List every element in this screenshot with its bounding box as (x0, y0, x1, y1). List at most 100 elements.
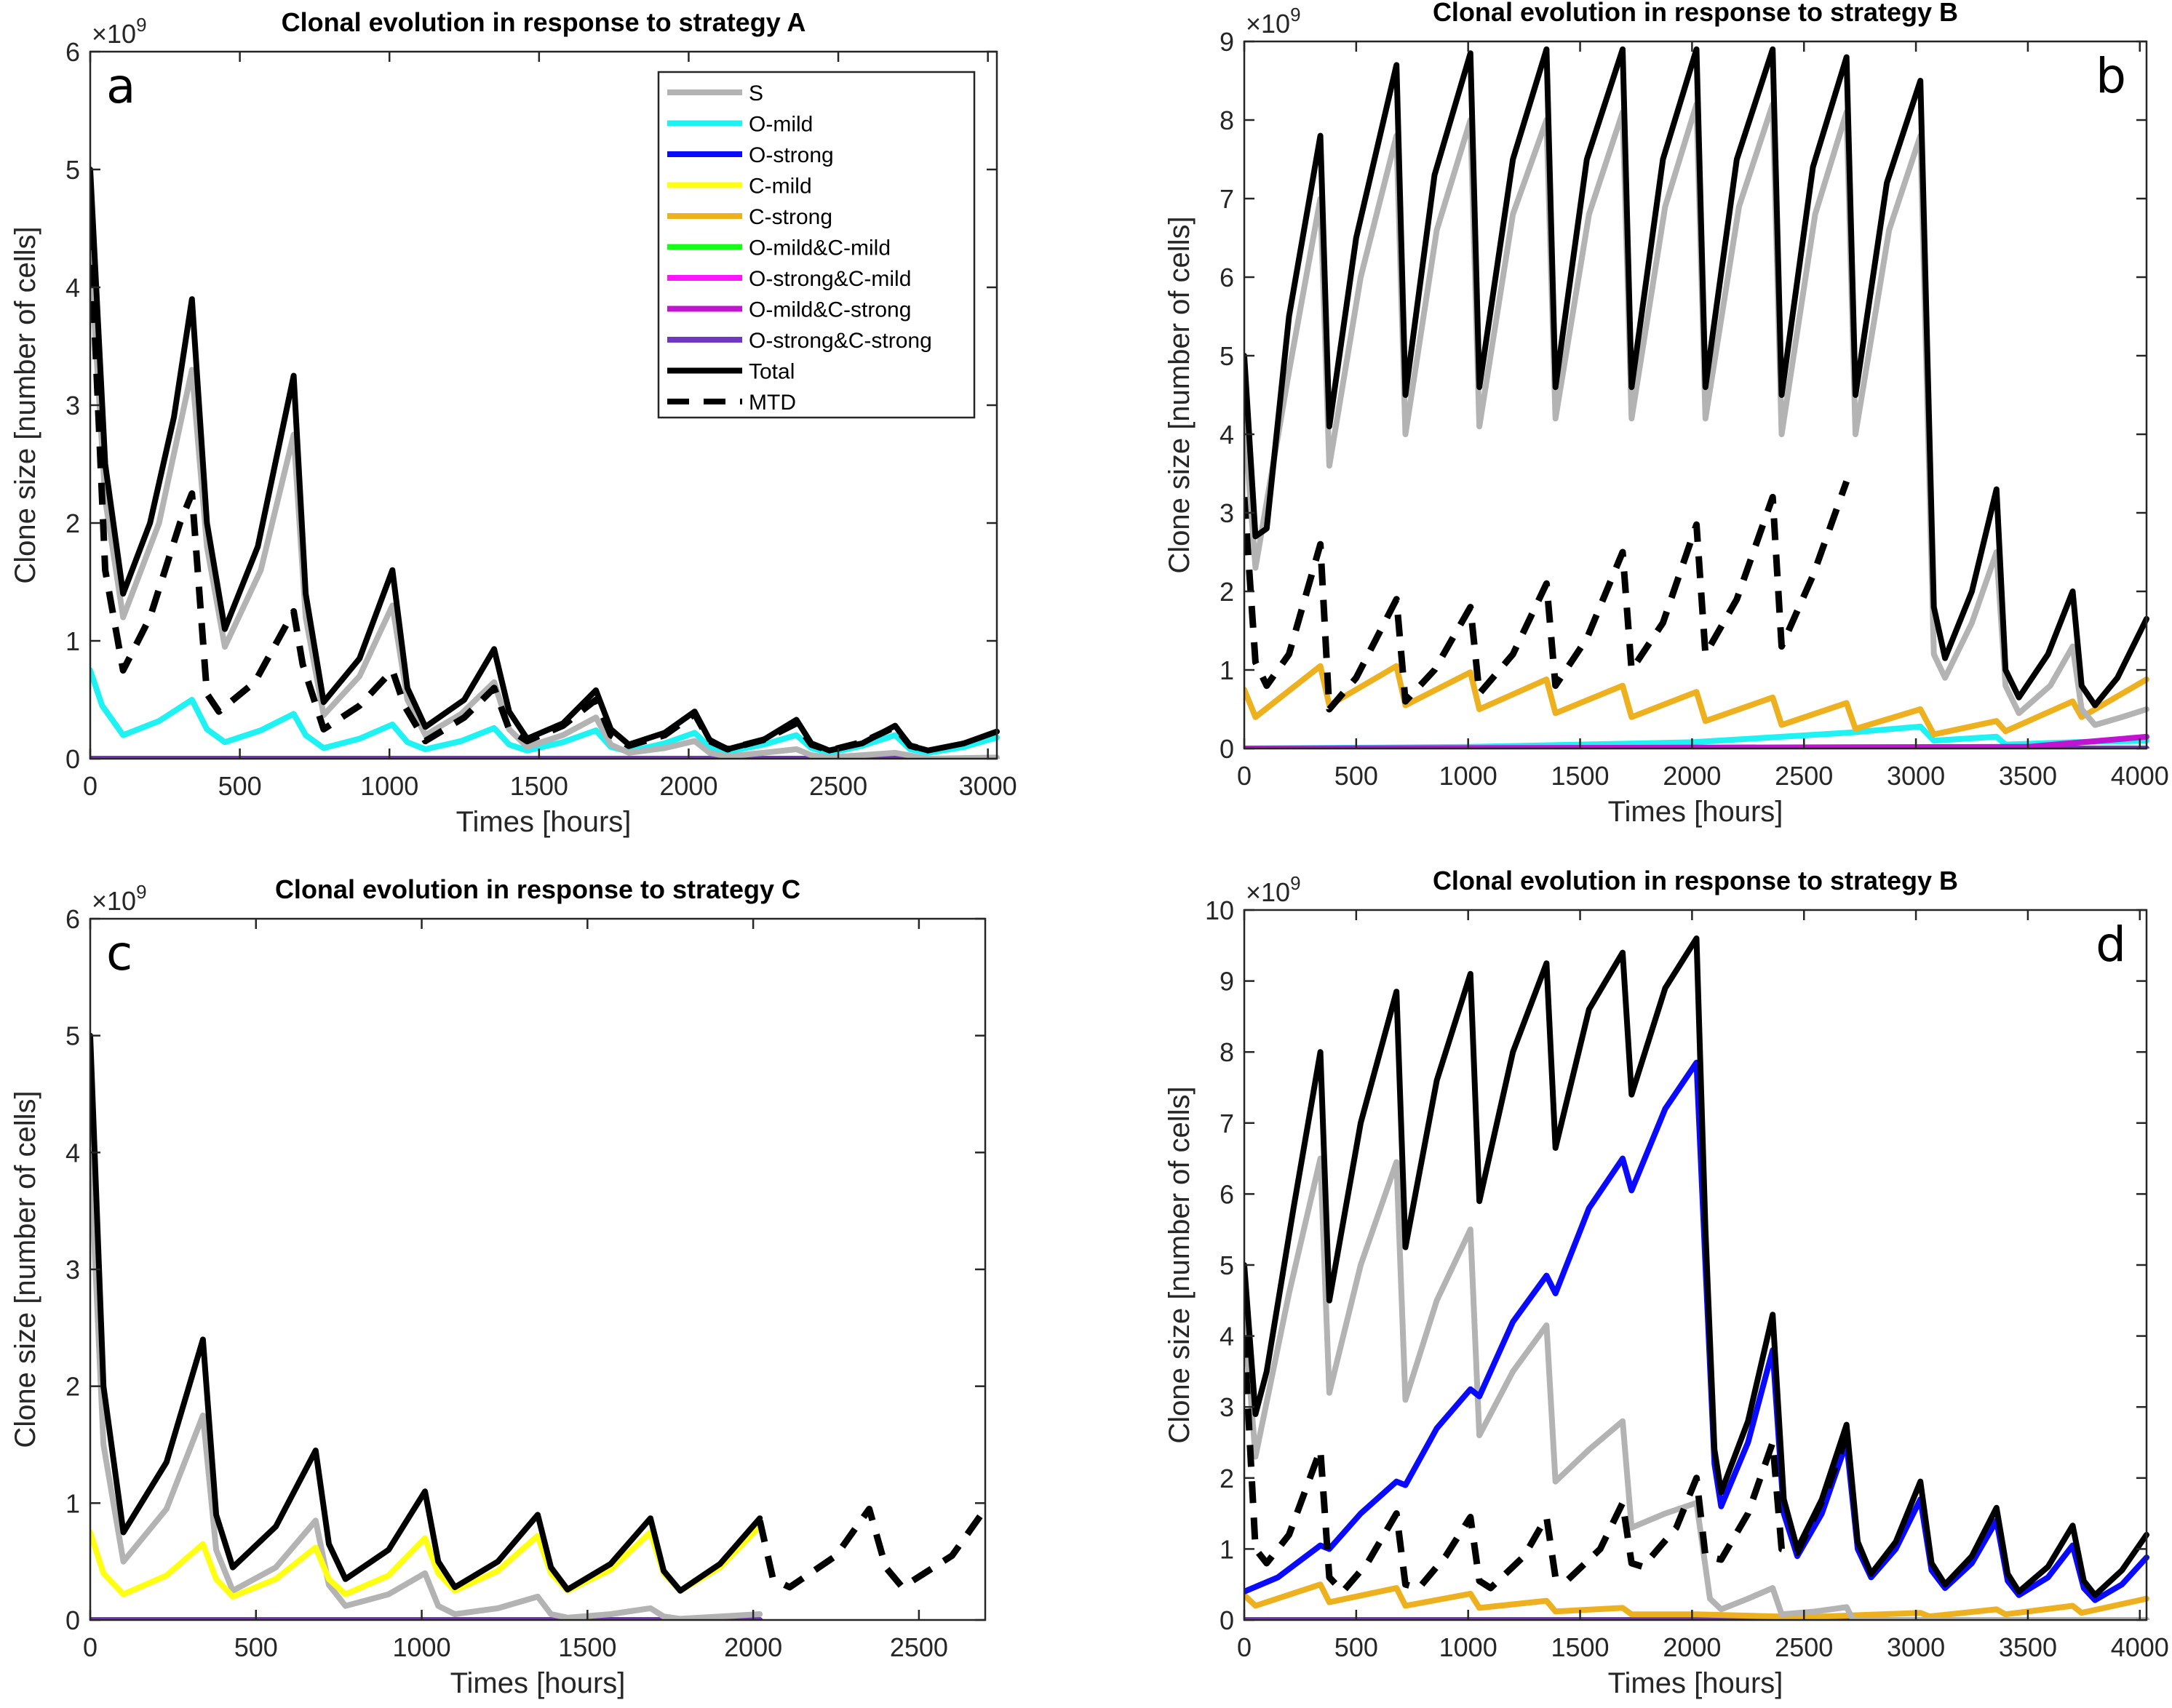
y-tick-label: 3 (65, 1255, 80, 1285)
y-tick-label: 8 (1220, 1037, 1234, 1067)
legend-label: C-strong (749, 205, 832, 229)
x-tick-label: 2000 (724, 1632, 782, 1662)
x-tick-label: 2000 (1663, 1632, 1721, 1662)
y-multiplier-base: ×10 (92, 886, 136, 916)
y-tick-label: 5 (65, 155, 80, 185)
x-tick-label: 4000 (2111, 1632, 2169, 1662)
chart-title: Clonal evolution in response to strategy… (1433, 866, 1958, 895)
legend-label: O-strong&C-mild (749, 267, 911, 291)
x-tick-label: 2500 (890, 1632, 948, 1662)
legend-item: Total (667, 360, 795, 384)
y-tick-label: 1 (65, 1488, 80, 1518)
panel-label: a (106, 58, 135, 114)
x-axis-label: Times [hours] (450, 1667, 626, 1699)
y-multiplier-exponent: 9 (1290, 872, 1300, 894)
series-line-total (1244, 46, 2149, 709)
chart-title: Clonal evolution in response to strategy… (1433, 0, 1958, 27)
y-tick-label: 4 (1220, 420, 1234, 450)
x-tick-label: 1000 (1439, 761, 1497, 791)
y-tick-label: 2 (65, 1372, 80, 1402)
y-axis-label: Clone size [number of cells] (9, 1090, 41, 1448)
x-tick-label: 500 (234, 1632, 278, 1662)
legend-label: MTD (749, 391, 796, 415)
y-axis-label: Clone size [number of cells] (9, 226, 41, 583)
x-tick-label: 0 (1237, 761, 1252, 791)
x-tick-label: 3000 (1887, 1632, 1945, 1662)
y-multiplier-base: ×10 (1246, 877, 1290, 907)
y-tick-label: 3 (1220, 498, 1234, 528)
y-tick-label: 2 (1220, 1464, 1234, 1493)
series-line-total (90, 1032, 763, 1594)
series-group (90, 1032, 988, 1620)
series-line-s (90, 1149, 763, 1620)
y-tick-label: 3 (65, 391, 80, 420)
panel-label: c (106, 925, 132, 981)
legend-label: C-mild (749, 175, 812, 199)
x-axis-label: Times [hours] (456, 806, 632, 838)
x-tick-label: 1500 (1551, 1632, 1609, 1662)
series-line-o-strong (1244, 1059, 2149, 1603)
y-tick-label: 6 (65, 37, 80, 67)
y-tick-label: 6 (1220, 1179, 1234, 1209)
x-tick-label: 0 (1237, 1632, 1252, 1662)
x-tick-label: 500 (1334, 1632, 1378, 1662)
y-tick-label: 5 (65, 1021, 80, 1051)
panel-label: d (2096, 917, 2126, 973)
x-tick-label: 2500 (1775, 761, 1833, 791)
y-multiplier: ×109 (92, 14, 147, 49)
y-tick-label: 7 (1220, 184, 1234, 214)
legend-label: O-mild (749, 113, 813, 137)
series-line-c-strong (1244, 1581, 2149, 1620)
y-tick-label: 0 (65, 1605, 80, 1635)
legend-item: MTD (667, 391, 796, 415)
legend-label: Total (749, 360, 795, 384)
legend-label: S (749, 81, 763, 105)
panel-a: 0 500 1000 1500 2000 2500 3000 0 1 2 3 4 5 6 ×109 Clona… (9, 7, 1017, 838)
legend-item: C-mild (667, 175, 812, 199)
y-tick-label: 2 (65, 508, 80, 538)
chart-title: Clonal evolution in response to strategy… (282, 7, 806, 37)
y-tick-label: 10 (1205, 895, 1234, 925)
y-multiplier: ×109 (1246, 4, 1301, 39)
legend-label: O-mild&C-mild (749, 236, 891, 260)
x-tick-label: 0 (83, 1632, 98, 1662)
series-group (90, 167, 1000, 759)
y-tick-label: 0 (65, 744, 80, 774)
chart-title: Clonal evolution in response to strategy… (275, 874, 800, 904)
panel-label: b (2096, 48, 2126, 104)
series-line-mtd (1244, 1336, 1850, 1595)
y-tick-label: 3 (1220, 1392, 1234, 1422)
x-axis-label: Times [hours] (1608, 796, 1783, 828)
y-multiplier-base: ×10 (1246, 9, 1290, 39)
panel-d: 0 500 1000 1500 2000 2500 3000 3500 4000 0 1 2 3 4 5 6 7… (1163, 866, 2169, 1699)
legend-item: O-strong (667, 143, 834, 167)
legend-label: O-mild&C-strong (749, 298, 911, 322)
x-tick-label: 1000 (393, 1632, 451, 1662)
legend-item: C-strong (667, 205, 832, 229)
y-tick-label: 1 (65, 626, 80, 656)
y-tick-label: 6 (65, 904, 80, 934)
legend-item: O-mild (667, 113, 813, 137)
y-tick-label: 0 (1220, 734, 1234, 764)
legend-label: O-strong (749, 143, 834, 167)
legend-item: O-strong&C-mild (667, 267, 911, 291)
x-tick-label: 0 (83, 771, 98, 801)
y-tick-label: 9 (1220, 27, 1234, 57)
y-multiplier: ×109 (92, 881, 147, 916)
x-tick-label: 500 (1334, 761, 1378, 791)
series-line-c-strong (1244, 663, 2149, 738)
y-tick-label: 1 (1220, 1534, 1234, 1564)
x-tick-label: 3500 (1999, 1632, 2057, 1662)
x-tick-label: 500 (218, 771, 262, 801)
y-tick-label: 8 (1220, 105, 1234, 135)
y-tick-label: 9 (1220, 967, 1234, 997)
y-multiplier-exponent: 9 (1290, 4, 1300, 25)
x-tick-label: 3000 (1887, 761, 1945, 791)
y-tick-label: 4 (65, 1138, 80, 1168)
y-multiplier-exponent: 9 (136, 14, 146, 36)
x-tick-label: 2500 (1775, 1632, 1833, 1662)
x-tick-label: 2500 (809, 771, 867, 801)
legend-item: S (667, 81, 763, 105)
y-multiplier-base: ×10 (92, 19, 136, 49)
panel-b: 0 500 1000 1500 2000 2500 3000 3500 4000 0 1 2 3 4 5 6 7… (1163, 0, 2169, 828)
